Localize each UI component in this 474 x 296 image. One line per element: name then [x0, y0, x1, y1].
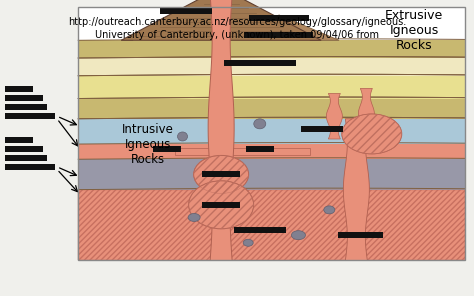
Bar [301, 126, 343, 132]
Polygon shape [78, 58, 465, 76]
Polygon shape [343, 119, 369, 260]
Bar [5, 95, 43, 101]
Polygon shape [78, 144, 465, 159]
Polygon shape [78, 99, 465, 119]
Bar [5, 137, 33, 143]
Bar [337, 232, 383, 238]
Ellipse shape [324, 206, 335, 214]
Polygon shape [78, 190, 465, 260]
Text: http://outreach.canterbury.ac.nz/resources/geology/glossary/igneous.: http://outreach.canterbury.ac.nz/resourc… [68, 17, 406, 27]
Bar [160, 8, 212, 14]
Polygon shape [78, 76, 465, 99]
Bar [202, 171, 240, 177]
Ellipse shape [188, 213, 200, 221]
Bar [202, 202, 240, 208]
Bar [153, 146, 181, 152]
Ellipse shape [254, 119, 266, 129]
Polygon shape [219, 15, 339, 40]
Ellipse shape [194, 155, 249, 193]
Polygon shape [208, 0, 234, 260]
Ellipse shape [342, 114, 402, 154]
Polygon shape [121, 0, 321, 40]
Polygon shape [78, 159, 465, 190]
Bar [78, 7, 465, 260]
Polygon shape [175, 148, 310, 155]
Ellipse shape [292, 231, 305, 240]
Polygon shape [78, 7, 465, 40]
Polygon shape [78, 119, 465, 144]
Bar [246, 146, 274, 152]
Text: Extrusive
Igneous
Rocks: Extrusive Igneous Rocks [385, 9, 443, 52]
Bar [5, 146, 43, 152]
Bar [5, 86, 33, 92]
Polygon shape [327, 94, 342, 139]
Ellipse shape [189, 181, 254, 229]
Bar [78, 7, 465, 260]
Polygon shape [78, 40, 465, 58]
Bar [224, 60, 296, 66]
Text: Intrusive
Igneous
Rocks: Intrusive Igneous Rocks [122, 123, 173, 165]
Bar [245, 32, 313, 38]
Bar [5, 104, 47, 110]
Polygon shape [358, 89, 374, 139]
Bar [5, 113, 55, 119]
Ellipse shape [243, 239, 253, 246]
Bar [249, 15, 309, 20]
Bar [5, 155, 47, 161]
Text: University of Canterbury, (unknown), taken 09/04/06 from: University of Canterbury, (unknown), tak… [95, 30, 379, 40]
Ellipse shape [178, 132, 188, 141]
Bar [5, 164, 55, 170]
Bar [234, 227, 286, 233]
